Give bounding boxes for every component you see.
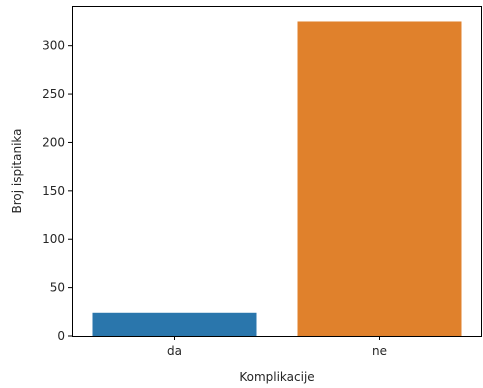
bar-ne	[297, 21, 462, 336]
y-axis-label: Broj ispitanika	[10, 128, 24, 213]
y-tick-label: 150	[42, 184, 65, 198]
y-axis-ticks: 0 50 100 150 200 250 300	[42, 39, 72, 343]
y-tick-label: 100	[42, 232, 65, 246]
x-axis-label: Komplikacije	[239, 370, 314, 384]
x-axis-ticks: da ne	[167, 336, 387, 358]
y-tick-label: 200	[42, 135, 65, 149]
y-tick-label: 250	[42, 87, 65, 101]
y-tick-label: 0	[57, 329, 65, 343]
bar-da	[92, 312, 257, 336]
bars-group	[92, 21, 462, 336]
x-tick-label: da	[167, 344, 182, 358]
plot-frame	[72, 6, 482, 337]
y-tick-label: 50	[50, 281, 65, 295]
y-tick-label: 300	[42, 39, 65, 53]
x-tick-label: ne	[372, 344, 387, 358]
